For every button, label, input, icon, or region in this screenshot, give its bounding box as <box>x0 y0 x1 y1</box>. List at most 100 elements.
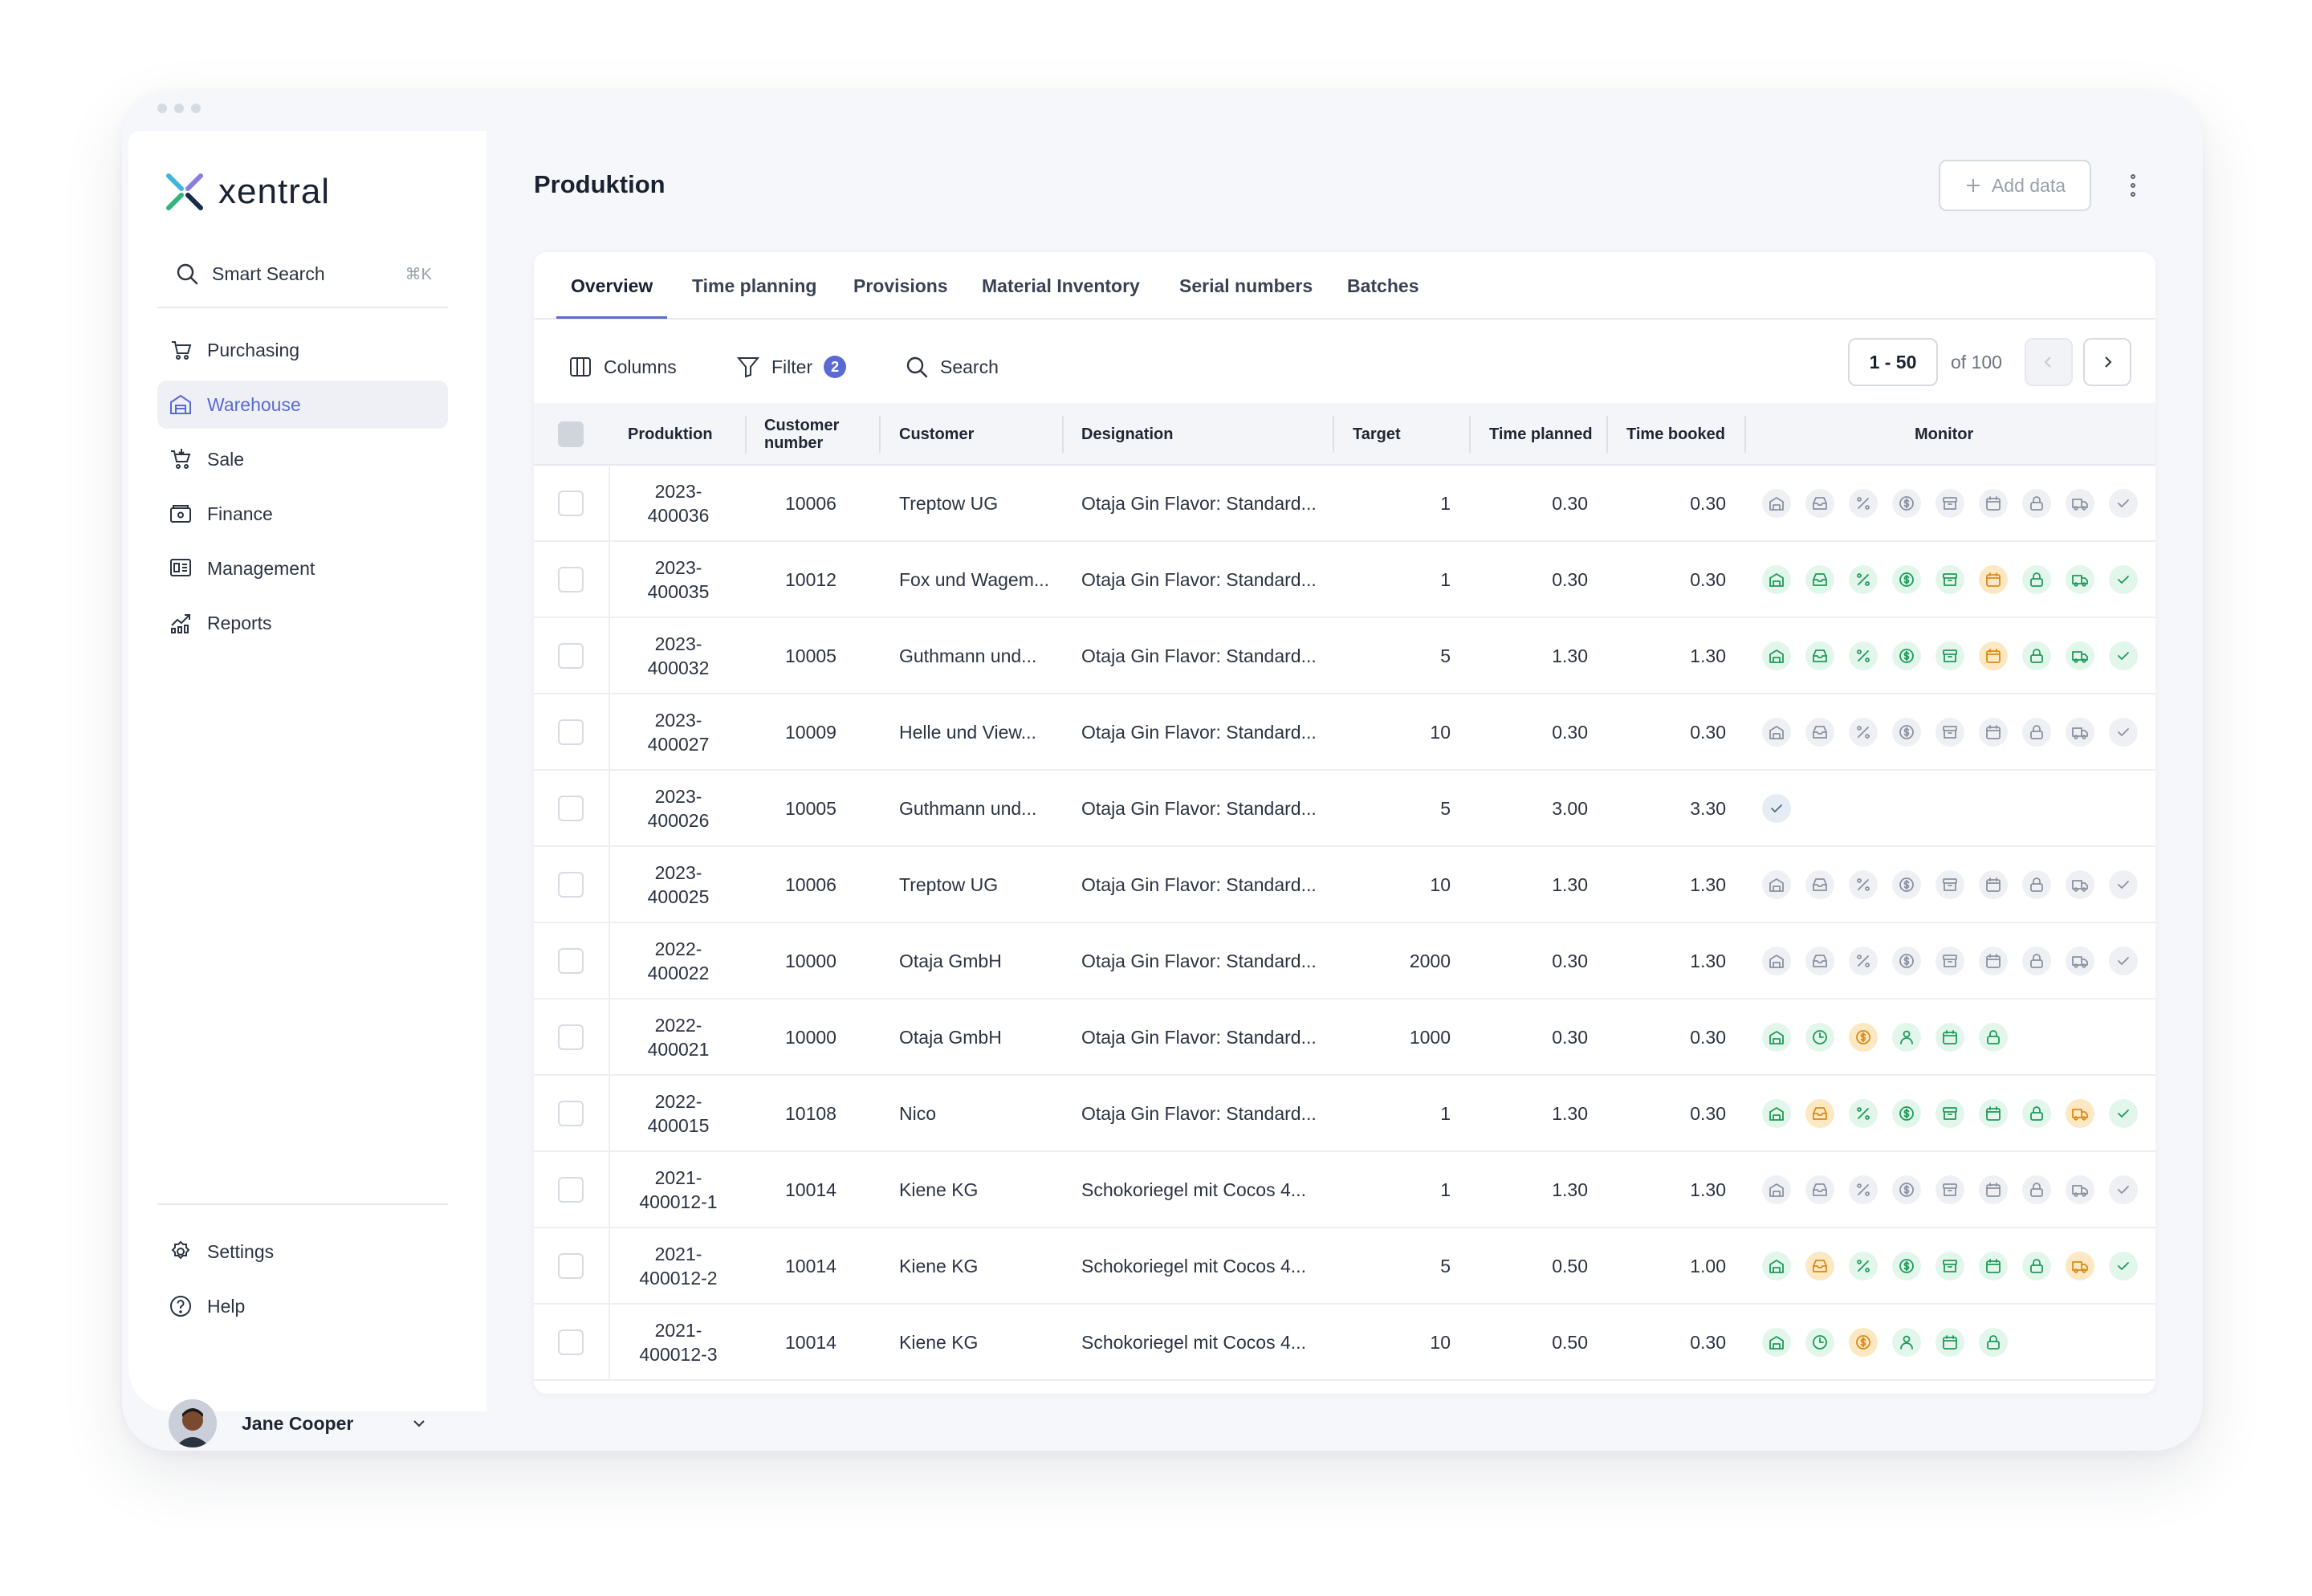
sidebar-item-warehouse[interactable]: Warehouse <box>157 381 448 429</box>
calendar-icon[interactable] <box>1979 488 2008 518</box>
table-row[interactable]: 2023- 400025 10006 Treptow UG Otaja Gin Flav… <box>534 847 2155 923</box>
column-separator[interactable] <box>1606 416 1608 453</box>
window-dot[interactable] <box>191 104 201 113</box>
column-customer-number[interactable]: Customer number <box>764 417 840 452</box>
lock-icon[interactable] <box>2022 869 2051 899</box>
percent-icon[interactable] <box>1849 1098 1878 1128</box>
row-checkbox-cell[interactable] <box>558 618 584 693</box>
row-checkbox-cell[interactable] <box>558 771 584 845</box>
sidebar-item-management[interactable]: Management <box>157 544 448 592</box>
warehouse-icon[interactable] <box>1762 1022 1791 1052</box>
truck-icon[interactable] <box>2066 1098 2094 1128</box>
table-row[interactable]: 2023- 400036 10006 Treptow UG Otaja Gin Flav… <box>534 466 2155 542</box>
calendar-icon[interactable] <box>1979 1098 2008 1128</box>
calendar-icon[interactable] <box>1979 946 2008 975</box>
person-icon[interactable] <box>1892 1327 1921 1357</box>
warehouse-icon[interactable] <box>1762 641 1791 670</box>
percent-icon[interactable] <box>1849 1175 1878 1204</box>
lock-icon[interactable] <box>2022 488 2051 518</box>
check-icon[interactable] <box>2109 641 2138 670</box>
inbox-icon[interactable] <box>1805 869 1834 899</box>
row-checkbox[interactable] <box>558 1176 584 1203</box>
archive-icon[interactable] <box>1935 488 1964 518</box>
archive-icon[interactable] <box>1935 1251 1964 1280</box>
truck-icon[interactable] <box>2066 1251 2094 1280</box>
table-row[interactable]: 2021- 400012-2 10014 Kiene KG Schokoriegel m… <box>534 1228 2155 1305</box>
column-time-planned[interactable]: Time planned <box>1489 425 1593 443</box>
row-checkbox-cell[interactable] <box>558 1000 584 1074</box>
lock-icon[interactable] <box>2022 1098 2051 1128</box>
tab-material-inventory[interactable]: Material Inventory <box>982 275 1140 296</box>
inbox-icon[interactable] <box>1805 641 1834 670</box>
select-all-checkbox[interactable] <box>558 403 584 466</box>
truck-icon[interactable] <box>2066 946 2094 975</box>
coin-icon[interactable] <box>1892 1098 1921 1128</box>
row-checkbox-cell[interactable] <box>558 694 584 769</box>
calendar-icon[interactable] <box>1979 717 2008 747</box>
warehouse-icon[interactable] <box>1762 1251 1791 1280</box>
row-checkbox-cell[interactable] <box>558 1152 584 1227</box>
calendar-icon[interactable] <box>1979 641 2008 670</box>
row-checkbox[interactable] <box>558 795 584 821</box>
row-checkbox-cell[interactable] <box>558 542 584 617</box>
table-row[interactable]: 2023- 400032 10005 Guthmann und... Otaja Gin… <box>534 618 2155 694</box>
calendar-icon[interactable] <box>1979 1251 2008 1280</box>
calendar-icon[interactable] <box>1979 1175 2008 1204</box>
window-dot[interactable] <box>174 104 184 113</box>
coin-icon[interactable] <box>1892 488 1921 518</box>
column-customer[interactable]: Customer <box>899 425 975 443</box>
warehouse-icon[interactable] <box>1762 1327 1791 1357</box>
lock-icon[interactable] <box>2022 717 2051 747</box>
column-separator[interactable] <box>1744 416 1746 453</box>
archive-icon[interactable] <box>1935 717 1964 747</box>
inbox-icon[interactable] <box>1805 717 1834 747</box>
row-checkbox[interactable] <box>558 1100 584 1126</box>
inbox-icon[interactable] <box>1805 564 1834 594</box>
row-checkbox[interactable] <box>558 642 584 669</box>
row-checkbox-cell[interactable] <box>558 1228 584 1303</box>
percent-icon[interactable] <box>1849 641 1878 670</box>
column-time-booked[interactable]: Time booked <box>1626 425 1725 443</box>
column-designation[interactable]: Designation <box>1081 425 1174 443</box>
inbox-icon[interactable] <box>1805 1175 1834 1204</box>
person-icon[interactable] <box>1892 1022 1921 1052</box>
check-icon[interactable] <box>2109 1175 2138 1204</box>
table-row[interactable]: 2023- 400027 10009 Helle und View... Otaja G… <box>534 694 2155 771</box>
column-monitor[interactable]: Monitor <box>1915 425 1974 443</box>
lock-icon[interactable] <box>2022 946 2051 975</box>
percent-icon[interactable] <box>1849 869 1878 899</box>
inbox-icon[interactable] <box>1805 1098 1834 1128</box>
column-separator[interactable] <box>1062 416 1064 453</box>
archive-icon[interactable] <box>1935 641 1964 670</box>
coin-icon[interactable] <box>1892 564 1921 594</box>
row-checkbox[interactable] <box>558 871 584 898</box>
table-row[interactable]: 2023- 400026 10005 Guthmann und... Otaja Gin… <box>534 771 2155 847</box>
warehouse-icon[interactable] <box>1762 946 1791 975</box>
calendar-icon[interactable] <box>1979 869 2008 899</box>
percent-icon[interactable] <box>1849 946 1878 975</box>
lock-icon[interactable] <box>2022 1175 2051 1204</box>
column-separator[interactable] <box>1469 416 1471 453</box>
percent-icon[interactable] <box>1849 717 1878 747</box>
table-row[interactable]: 2021- 400012-3 10014 Kiene KG Schokoriegel m… <box>534 1305 2155 1381</box>
tab-provisions[interactable]: Provisions <box>853 275 948 296</box>
sidebar-item-help[interactable]: Help <box>157 1282 448 1330</box>
row-checkbox-cell[interactable] <box>558 1076 584 1150</box>
coin-icon[interactable] <box>1849 1022 1878 1052</box>
add-data-button[interactable]: Add data <box>1939 160 2091 211</box>
row-checkbox[interactable] <box>558 947 584 974</box>
calendar-icon[interactable] <box>1935 1327 1964 1357</box>
lock-icon[interactable] <box>2022 1251 2051 1280</box>
smart-search[interactable]: Smart Search ⌘K <box>164 252 450 295</box>
archive-icon[interactable] <box>1935 946 1964 975</box>
inbox-icon[interactable] <box>1805 946 1834 975</box>
lock-icon[interactable] <box>2022 564 2051 594</box>
warehouse-icon[interactable] <box>1762 488 1791 518</box>
check-icon[interactable] <box>2109 564 2138 594</box>
truck-icon[interactable] <box>2066 717 2094 747</box>
check-icon[interactable] <box>2109 1098 2138 1128</box>
row-checkbox-cell[interactable] <box>558 1305 584 1379</box>
sidebar-item-purchasing[interactable]: Purchasing <box>157 326 448 374</box>
row-checkbox-cell[interactable] <box>558 847 584 922</box>
coin-icon[interactable] <box>1892 641 1921 670</box>
